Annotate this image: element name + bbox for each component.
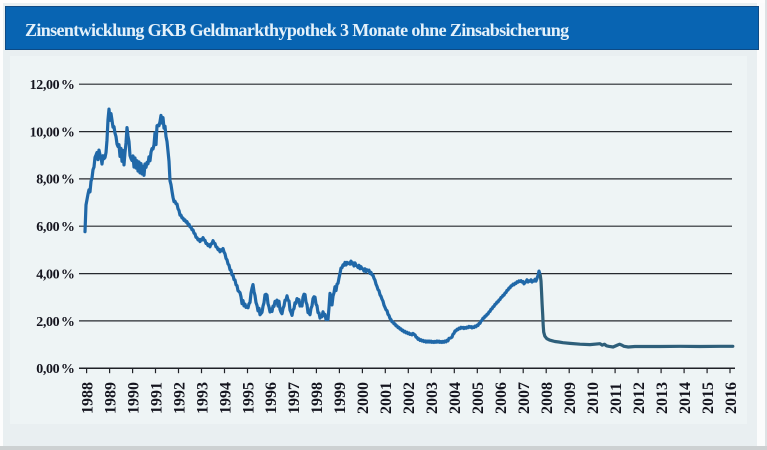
svg-text:2,00%: 2,00% xyxy=(36,315,74,330)
svg-text:2001: 2001 xyxy=(378,382,395,414)
svg-text:2005: 2005 xyxy=(470,382,487,414)
svg-text:2014: 2014 xyxy=(677,382,694,414)
svg-text:2009: 2009 xyxy=(562,382,579,414)
svg-text:1997: 1997 xyxy=(286,382,303,414)
svg-text:1994: 1994 xyxy=(217,382,234,414)
svg-text:2008: 2008 xyxy=(539,382,556,414)
svg-text:4,00%: 4,00% xyxy=(36,267,74,282)
svg-text:1995: 1995 xyxy=(240,382,257,414)
svg-text:1989: 1989 xyxy=(102,382,119,414)
svg-text:1992: 1992 xyxy=(171,382,188,414)
svg-text:2002: 2002 xyxy=(401,382,418,414)
svg-text:1988: 1988 xyxy=(79,382,96,414)
svg-text:2010: 2010 xyxy=(585,382,602,414)
svg-text:2000: 2000 xyxy=(355,382,372,414)
svg-text:2004: 2004 xyxy=(447,382,464,414)
svg-text:1999: 1999 xyxy=(332,382,349,414)
svg-text:2011: 2011 xyxy=(608,383,625,414)
svg-text:2015: 2015 xyxy=(700,382,717,414)
svg-text:1998: 1998 xyxy=(309,382,326,414)
svg-text:2007: 2007 xyxy=(516,382,533,414)
svg-text:2006: 2006 xyxy=(493,382,510,414)
svg-text:2012: 2012 xyxy=(631,382,648,414)
svg-text:1996: 1996 xyxy=(263,382,280,414)
svg-text:8,00%: 8,00% xyxy=(36,173,74,188)
svg-text:0,00%: 0,00% xyxy=(36,362,74,377)
svg-text:1993: 1993 xyxy=(194,382,211,414)
svg-text:12,00%: 12,00% xyxy=(30,78,75,93)
svg-text:2003: 2003 xyxy=(424,382,441,414)
svg-text:10,00%: 10,00% xyxy=(30,125,75,140)
svg-text:2013: 2013 xyxy=(654,382,671,414)
svg-text:1990: 1990 xyxy=(125,382,142,414)
svg-text:1991: 1991 xyxy=(148,382,165,414)
svg-text:6,00%: 6,00% xyxy=(36,220,74,235)
svg-text:2016: 2016 xyxy=(723,382,740,414)
